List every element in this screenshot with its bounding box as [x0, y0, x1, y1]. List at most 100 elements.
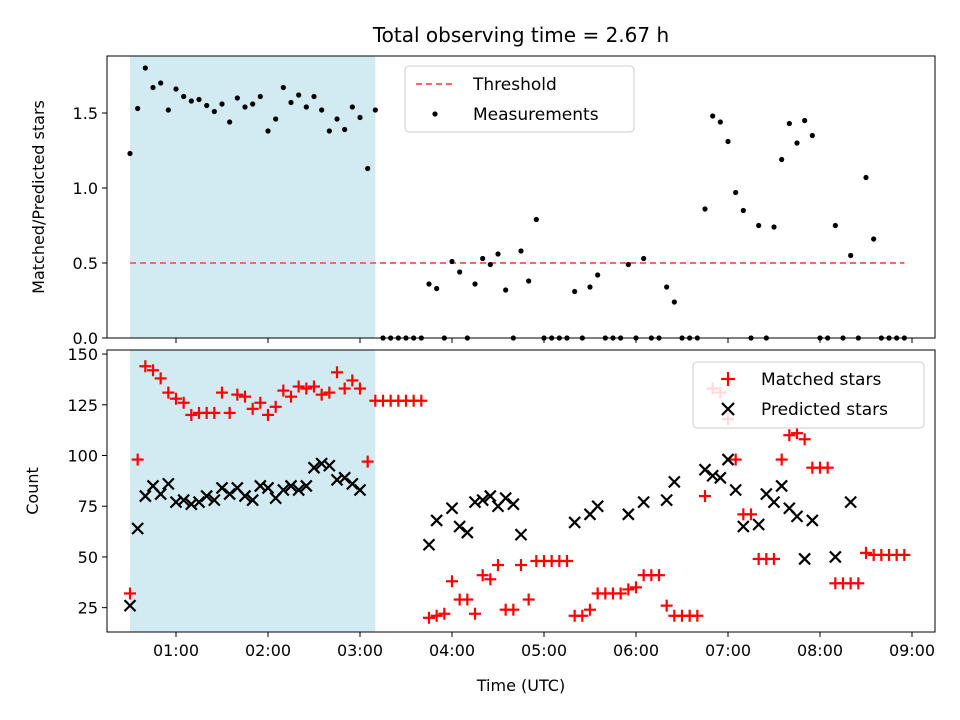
top-legend-label-threshold: Threshold — [472, 75, 557, 95]
predicted-stars-point — [568, 516, 581, 529]
top-panel: 0.0 0.5 1.0 1.5 Total observing time = 2.67… — [29, 23, 936, 348]
predicted-stars-point — [254, 479, 267, 493]
matched-stars-point — [469, 607, 481, 620]
measurement-point — [211, 108, 217, 115]
matched-stars-point — [821, 461, 834, 474]
measurement-point — [365, 165, 371, 172]
predicted-stars-point — [284, 479, 298, 493]
measurement-point — [296, 92, 302, 98]
predicted-stars-point — [169, 495, 183, 509]
predicted-stars-point — [829, 550, 842, 564]
measurement-point — [848, 252, 854, 259]
predicted-stars-point — [430, 514, 443, 527]
matched-stars-point — [699, 490, 711, 503]
predicted-stars-point — [177, 493, 190, 507]
measurement-point — [342, 126, 348, 133]
measurement-point — [664, 284, 670, 290]
measurement-point — [288, 99, 294, 106]
predicted-stars-point — [200, 489, 213, 503]
measurement-point — [595, 272, 601, 278]
matched-stars-point — [254, 396, 267, 409]
measurements-legend-marker — [432, 111, 438, 117]
predicted-stars-point — [507, 497, 520, 511]
predicted-stars-point — [215, 481, 229, 495]
bot-xtick-label: 04:00 — [429, 641, 475, 660]
predicted-stars-point — [238, 489, 252, 503]
bot-xtick-label: 06:00 — [613, 641, 659, 660]
bot-ytick-label: 25 — [78, 599, 98, 618]
measurement-point — [242, 104, 248, 110]
matched-stars-point — [430, 609, 443, 622]
predicted-stars-point — [706, 469, 719, 483]
bottom-panel: 01:00 02:00 03:00 04:00 05:00 06:00 07:00 08:00… — [23, 345, 936, 695]
predicted-stars-point — [338, 471, 351, 485]
predicted-stars-point — [123, 599, 137, 612]
matched-stars-point — [154, 372, 167, 385]
measurement-point — [173, 86, 179, 92]
bot-ytick-label: 125 — [67, 396, 98, 415]
measurement-point — [434, 285, 440, 292]
measurement-point — [426, 281, 432, 287]
bot-xtick-label: 01:00 — [153, 641, 199, 660]
matched-stars-point — [614, 587, 627, 600]
measurement-point — [150, 84, 156, 91]
measurement-point — [717, 119, 723, 125]
measurement-point — [480, 255, 486, 262]
measurement-point — [503, 287, 509, 293]
predicted-stars-point — [591, 499, 604, 513]
measurement-point — [357, 114, 363, 121]
top-points — [127, 65, 907, 341]
bottom-legend: Matched stars Predicted stars — [692, 361, 925, 429]
predicted-stars-point — [131, 522, 144, 535]
matched-stars-point — [507, 603, 520, 616]
measurement-point — [303, 104, 309, 110]
predicted-stars-point — [353, 483, 367, 497]
measurement-point — [372, 107, 378, 113]
predicted-stars-point — [668, 475, 681, 489]
predicted-stars-point — [323, 459, 336, 472]
measurement-point — [319, 107, 325, 113]
measurement-point — [273, 116, 279, 122]
top-legend-box — [404, 65, 635, 133]
matched-stars-point — [660, 599, 673, 612]
matched-stars-point — [216, 386, 228, 399]
matched-stars-point — [177, 396, 190, 409]
matched-stars-point — [561, 554, 573, 567]
predicted-stars-point — [844, 495, 857, 509]
matched-legend-marker — [721, 372, 735, 386]
measurement-point — [863, 174, 869, 181]
matched-stars-point — [791, 427, 803, 440]
matched-stars-point — [262, 408, 274, 421]
measurement-point — [802, 117, 808, 124]
predicted-stars-point — [315, 457, 328, 470]
measurement-point — [794, 140, 800, 146]
predicted-stars-point — [208, 493, 221, 507]
measurement-point — [227, 119, 233, 125]
matched-stars-point — [768, 552, 780, 565]
matched-stars-point — [775, 453, 788, 466]
matched-stars-point — [415, 394, 428, 407]
measurement-point — [526, 278, 532, 284]
matched-stars-point — [446, 575, 458, 588]
measurement-point — [127, 150, 133, 157]
bot-xtick-label: 07:00 — [705, 641, 751, 660]
predicted-stars-point — [246, 493, 259, 507]
matched-stars-point — [208, 406, 221, 419]
predicted-stars-point — [185, 497, 198, 511]
measurement-point — [702, 206, 708, 212]
matched-stars-point — [147, 364, 159, 377]
matched-stars-point — [515, 559, 527, 572]
predicted-stars-point — [660, 493, 673, 507]
measurement-point — [349, 104, 355, 110]
predicted-stars-point — [514, 528, 528, 541]
measurement-point — [135, 105, 141, 112]
top-legend: Threshold Measurements — [404, 65, 635, 133]
bot-xtick-label: 05:00 — [521, 641, 567, 660]
matched-stars-point — [576, 609, 589, 622]
matched-stars-point — [338, 382, 351, 395]
bottom-shaded-region — [130, 350, 376, 632]
measurement-point — [472, 281, 478, 287]
bot-ytick-label: 50 — [78, 548, 98, 567]
measurement-point — [587, 284, 593, 290]
predicted-stars-point — [721, 453, 735, 466]
